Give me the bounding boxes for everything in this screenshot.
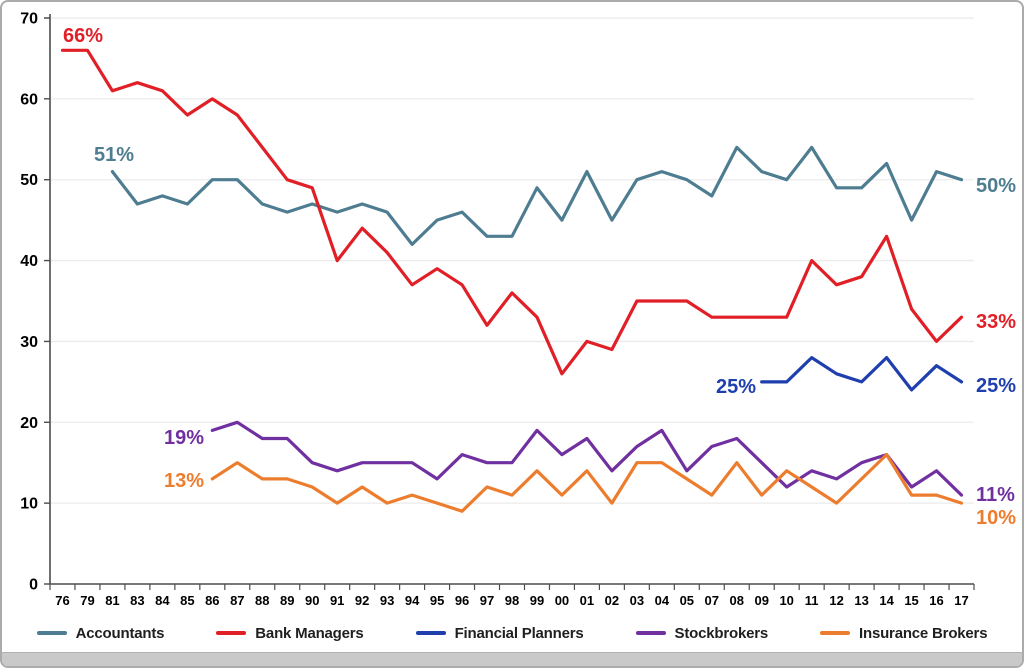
legend-swatch [415,631,446,635]
legend-swatch [820,631,851,635]
data-label: 33% [976,311,1016,333]
series-line-insurance-brokers [210,453,964,513]
x-tick-label: 85 [180,593,194,608]
x-tick-label: 92 [355,593,369,608]
x-tick-label: 86 [205,593,219,608]
x-tick-label: 76 [55,593,69,608]
x-tick-label: 08 [730,593,744,608]
y-tick-label: 10 [20,496,38,513]
x-tick-label: 91 [330,593,344,608]
legend-item-insurance-brokers: Insurance Brokers [820,624,988,642]
y-axis-labels: 0 10 20 30 40 50 60 70 [20,11,38,594]
x-tick-label: 84 [155,593,170,608]
x-tick-label: 88 [255,593,269,608]
x-tick-label: 99 [530,593,544,608]
x-tick-label: 05 [680,593,694,608]
x-tick-label: 09 [754,593,768,608]
legend-item-financial-planners: Financial Planners [415,624,584,642]
y-tick-label: 50 [20,172,38,189]
x-tick-label: 98 [505,593,519,608]
x-tick-label: 03 [630,593,644,608]
y-tick-label: 30 [20,334,38,351]
data-label: 25% [716,376,756,398]
x-tick-label: 02 [605,593,619,608]
x-axis-labels: 76 79 81 83 84 85 86 87 88 89 90 91 92 93 94 95 96 97 98 99… [55,593,968,608]
data-label: 25% [976,375,1016,397]
legend-label: Insurance Brokers [859,624,988,642]
y-tick-label: 0 [29,577,38,594]
x-tick-label: 96 [455,593,469,608]
legend-swatch [36,631,67,635]
x-tick-label: 95 [430,593,444,608]
x-tick-label: 07 [705,593,719,608]
legend-item-accountants: Accountants [36,624,165,642]
legend-item-stockbrokers: Stockbrokers [635,624,769,642]
x-tick-label: 94 [405,593,420,608]
legend-label: Stockbrokers [674,624,769,642]
x-tick-label: 13 [854,593,868,608]
x-tick-label: 16 [929,593,943,608]
x-tick-label: 17 [954,593,968,608]
data-label: 50% [976,175,1016,197]
x-tick-label: 14 [879,593,894,608]
data-label: 51% [94,144,134,166]
chart-legend: Accountants Bank Managers Financial Planne… [2,614,1022,652]
data-label: 10% [976,507,1016,529]
x-tick-label: 11 [805,593,819,608]
series-line-accountants [110,145,964,246]
bottom-bar [2,652,1022,666]
data-label: 19% [164,427,204,449]
x-tick-label: 87 [230,593,244,608]
data-label: 13% [164,470,204,492]
y-tick-label: 40 [20,253,38,270]
x-tick-label: 15 [904,593,918,608]
x-tick-label: 01 [580,593,594,608]
data-labels: 66% 51% 19% 13% 25% 50% 33% 25% 11%10% [63,25,1016,529]
x-tick-label: 79 [80,593,94,608]
x-tick-label: 93 [380,593,394,608]
x-tick-label: 97 [480,593,494,608]
x-tick-label: 83 [130,593,144,608]
series-line-stockbrokers [210,420,964,497]
x-tick-label: 00 [555,593,569,608]
y-tick-label: 20 [20,415,38,432]
legend-swatch [635,631,666,635]
y-tick-label: 60 [20,91,38,108]
x-tick-label: 10 [779,593,793,608]
series-line-financial-planners [760,356,964,392]
legend-item-bank-managers: Bank Managers [216,624,364,642]
x-tick-label: 12 [829,593,843,608]
gridlines [50,17,974,504]
legend-label: Bank Managers [255,624,364,642]
legend-swatch [216,631,247,635]
legend-label: Financial Planners [454,624,584,642]
x-tick-label: 04 [655,593,670,608]
y-tick-label: 70 [20,11,38,28]
x-tick-label: 81 [105,593,119,608]
legend-label: Accountants [75,624,165,642]
x-tick-label: 90 [305,593,319,608]
x-tick-label: 89 [280,593,294,608]
axes [44,14,975,590]
data-label: 66% [63,25,103,47]
series-line-bank-managers [60,48,964,376]
data-label: 11% [976,484,1015,506]
